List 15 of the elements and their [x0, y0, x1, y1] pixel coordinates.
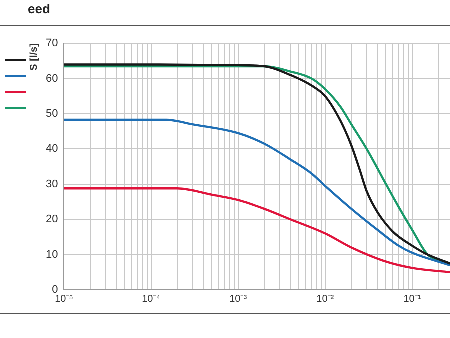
y-tick-label: 0	[52, 284, 58, 296]
x-tick-label: 10⁻³	[230, 294, 248, 305]
x-tick-label: 10⁻¹	[404, 294, 422, 305]
y-tick-label: 30	[46, 178, 58, 190]
x-tick-label: 10⁻²	[316, 294, 335, 305]
x-tick-label: 10⁻⁴	[142, 294, 160, 305]
y-axis-title: S [l/s]	[28, 44, 40, 71]
y-tick-label: 50	[46, 108, 58, 120]
y-tick-label: 60	[46, 72, 58, 85]
x-tick-label: 10⁻⁵	[55, 294, 74, 305]
chart-title: eed	[28, 1, 50, 16]
y-tick-label: 40	[46, 143, 58, 156]
y-tick-label: 10	[46, 248, 58, 261]
y-tick-label: 70	[46, 38, 58, 50]
y-tick-label: 20	[46, 214, 58, 226]
